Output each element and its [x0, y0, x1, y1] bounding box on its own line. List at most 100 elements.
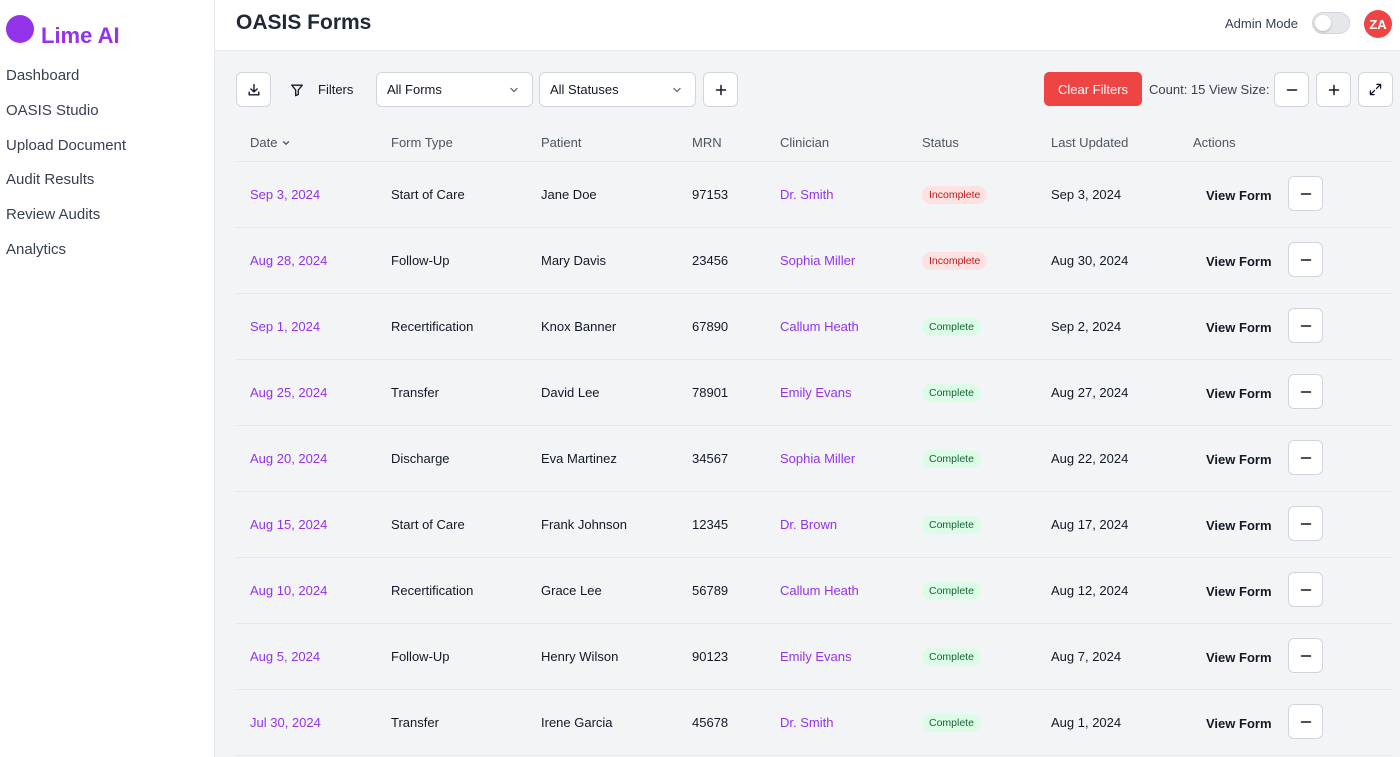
row-collapse-button[interactable] [1288, 308, 1323, 343]
row-collapse-button[interactable] [1288, 176, 1323, 211]
cell-date[interactable]: Aug 10, 2024 [250, 583, 328, 598]
sort-chevron-down-icon [283, 140, 290, 145]
cell-date[interactable]: Aug 20, 2024 [250, 451, 328, 466]
filters-button[interactable]: Filters [290, 72, 353, 107]
column-header-last-updated[interactable]: Last Updated [1051, 135, 1129, 150]
cell-clinician[interactable]: Emily Evans [780, 385, 852, 400]
cell-clinician[interactable]: Dr. Brown [780, 517, 838, 532]
table-row: Aug 5, 2024 Follow-Up Henry Wilson 90123 Emi… [236, 624, 1392, 690]
minus-icon [1300, 654, 1311, 657]
fullscreen-button[interactable] [1358, 72, 1393, 107]
column-header-status[interactable]: Status [922, 135, 959, 150]
view-form-link[interactable]: View Form [1206, 386, 1272, 401]
view-form-link[interactable]: View Form [1206, 188, 1272, 203]
column-header-clinician[interactable]: Clinician [780, 135, 830, 150]
cell-clinician[interactable]: Dr. Smith [780, 187, 834, 202]
cell-date[interactable]: Aug 15, 2024 [250, 517, 328, 532]
sidebar-item-dashboard[interactable]: Dashboard [6, 67, 80, 84]
view-size-label: View Size: [1209, 82, 1270, 97]
column-header-date-label: Date [250, 135, 278, 150]
admin-mode-toggle[interactable] [1312, 12, 1350, 34]
admin-mode: Admin Mode [1225, 12, 1350, 34]
sidebar-item-upload-document[interactable]: Upload Document [6, 136, 127, 154]
sidebar-item-review-audits[interactable]: Review Audits [6, 206, 101, 224]
table-body: Sep 3, 2024 Start of Care Jane Doe 97153 Dr.… [236, 162, 1392, 756]
cell-date[interactable]: Aug 5, 2024 [250, 649, 321, 664]
download-button[interactable] [236, 72, 271, 107]
view-form-link[interactable]: View Form [1206, 584, 1272, 599]
cell-form-type: Follow-Up [391, 649, 450, 664]
cell-patient: Knox Banner [541, 319, 617, 334]
filters-label: Filters [318, 82, 354, 97]
row-collapse-button[interactable] [1288, 638, 1323, 673]
add-filter-button[interactable] [703, 72, 738, 107]
avatar[interactable]: ZA [1364, 10, 1392, 38]
row-collapse-button[interactable] [1288, 704, 1323, 739]
cell-clinician[interactable]: Callum Heath [780, 583, 859, 598]
view-form-link[interactable]: View Form [1206, 716, 1272, 731]
status-badge: Incomplete [922, 252, 988, 270]
download-icon [247, 83, 260, 96]
cell-mrn: 90123 [692, 649, 729, 664]
row-collapse-button[interactable] [1288, 440, 1323, 475]
cell-date[interactable]: Aug 28, 2024 [250, 253, 328, 268]
row-collapse-button[interactable] [1288, 374, 1323, 409]
row-collapse-button[interactable] [1288, 242, 1323, 277]
cell-clinician[interactable]: Emily Evans [780, 649, 852, 664]
status-badge: Complete [922, 384, 981, 402]
cell-clinician[interactable]: Sophia Miller [780, 451, 856, 466]
sidebar-item-analytics[interactable]: Analytics [6, 240, 67, 258]
column-header-patient[interactable]: Patient [541, 135, 582, 150]
table-row: Sep 3, 2024 Start of Care Jane Doe 97153 Dr.… [236, 162, 1392, 228]
cell-patient: Henry Wilson [541, 649, 619, 664]
cell-clinician[interactable]: Sophia Miller [780, 253, 856, 268]
cell-clinician[interactable]: Dr. Smith [780, 715, 834, 730]
cell-last-updated: Sep 3, 2024 [1051, 187, 1122, 202]
row-collapse-button[interactable] [1288, 572, 1323, 607]
cell-last-updated: Aug 12, 2024 [1051, 583, 1129, 598]
status-badge: Complete [922, 648, 981, 666]
sidebar: Lime AI Dashboard OASIS Studio Upload Do… [0, 0, 215, 757]
minus-icon [1300, 258, 1311, 261]
cell-date[interactable]: Sep 1, 2024 [250, 319, 321, 334]
cell-mrn: 78901 [692, 385, 729, 400]
cell-last-updated: Aug 30, 2024 [1051, 253, 1129, 268]
table-row: Aug 10, 2024 Recertification Grace Lee 5678… [236, 558, 1392, 624]
sidebar-item-audit-results[interactable]: Audit Results [6, 171, 95, 189]
status-badge: Complete [922, 582, 981, 600]
view-size-increase-button[interactable] [1316, 72, 1351, 107]
cell-last-updated: Aug 27, 2024 [1051, 385, 1129, 400]
chevron-down-icon [510, 87, 518, 93]
cell-last-updated: Sep 2, 2024 [1051, 319, 1122, 334]
table-header: Date Form Type Patient MRN Clinician Sta… [236, 125, 1392, 162]
cell-date[interactable]: Aug 25, 2024 [250, 385, 328, 400]
view-form-link[interactable]: View Form [1206, 452, 1272, 467]
cell-last-updated: Aug 7, 2024 [1051, 649, 1122, 664]
form-type-select[interactable]: All Forms [376, 72, 533, 107]
admin-mode-label: Admin Mode [1225, 15, 1298, 31]
cell-date[interactable]: Jul 30, 2024 [250, 715, 321, 730]
row-collapse-button[interactable] [1288, 506, 1323, 541]
cell-date[interactable]: Sep 3, 2024 [250, 187, 321, 202]
minus-icon [1286, 88, 1297, 91]
view-form-link[interactable]: View Form [1206, 320, 1272, 335]
brand-logo-icon [6, 15, 34, 43]
column-header-date[interactable]: Date [250, 135, 291, 150]
view-form-link[interactable]: View Form [1206, 518, 1272, 533]
status-badge: Complete [922, 318, 981, 336]
cell-form-type: Recertification [391, 319, 474, 334]
view-size-decrease-button[interactable] [1274, 72, 1309, 107]
clear-filters-button[interactable]: Clear Filters [1044, 72, 1142, 106]
column-header-mrn[interactable]: MRN [692, 135, 722, 150]
view-form-link[interactable]: View Form [1206, 650, 1272, 665]
status-select[interactable]: All Statuses [539, 72, 696, 107]
toggle-knob [1315, 15, 1331, 31]
view-form-link[interactable]: View Form [1206, 254, 1272, 269]
minus-icon [1300, 192, 1311, 195]
table-row: Jul 30, 2024 Transfer Irene Garcia 45678 Dr.… [236, 690, 1392, 756]
sidebar-item-oasis-studio[interactable]: OASIS Studio [6, 101, 99, 119]
brand[interactable]: Lime AI [6, 9, 120, 49]
cell-last-updated: Aug 17, 2024 [1051, 517, 1129, 532]
column-header-form-type[interactable]: Form Type [391, 135, 453, 150]
cell-clinician[interactable]: Callum Heath [780, 319, 859, 334]
